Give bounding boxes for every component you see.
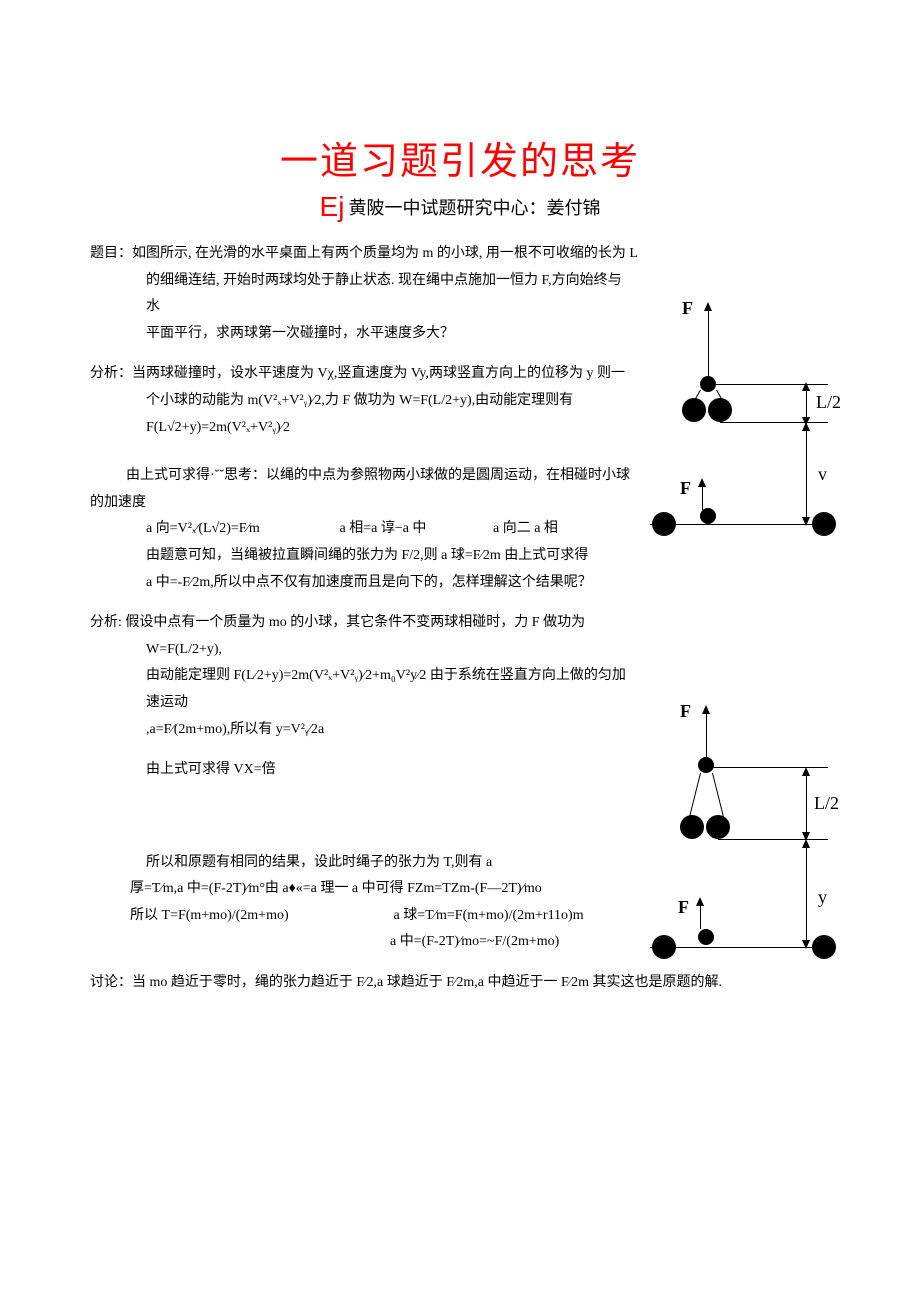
dim-line xyxy=(720,422,828,423)
arrow-up-icon xyxy=(706,711,707,759)
dim-line xyxy=(718,839,828,840)
title: 一道习题引发的思考 xyxy=(90,130,830,185)
label-L2: L/2 xyxy=(814,793,839,814)
arrow-down-icon xyxy=(806,404,807,420)
ball-icon xyxy=(698,757,714,773)
subtitle: 黄陂一中试题研究中心：姜付锦 xyxy=(348,198,600,218)
eq-a: 所以 T=F(m+mo)/(2m+mo) xyxy=(130,903,390,930)
ball-icon xyxy=(700,508,716,524)
ball-icon xyxy=(706,815,730,839)
label-F-top: F xyxy=(682,298,693,319)
eq-b: a 相=a 谆−a 中 xyxy=(340,516,490,543)
ball-icon xyxy=(708,398,732,422)
body-text: 由题意可知，当绳被拉直瞬间绳的张力为 F/2,则 a 球=F⁄2m 由上式可求得 xyxy=(146,543,830,570)
body-text: a 中=-F⁄2m,所以中点不仅有加速度而且是向下的，怎样理解这个结果呢？ xyxy=(146,570,830,597)
label-y: y xyxy=(818,887,827,908)
dim-line xyxy=(708,384,828,385)
label-v: v xyxy=(818,464,827,485)
arrow-up-icon xyxy=(708,308,709,382)
arrow-up-icon xyxy=(806,388,807,404)
ball-icon xyxy=(812,512,836,536)
body-text: 由动能定理则 F(L⁄2+y)=2m(V²ₓ+V²ᵧ)⁄2+m₀V²y⁄2 由于… xyxy=(146,663,830,716)
subtitle-row: Ej 黄陂一中试题研究中心：姜付锦 xyxy=(90,191,830,223)
eq-b: a 球=T⁄m=F(m+mo)/(2m+r11o)m xyxy=(394,903,584,930)
content-column: F L/2 v F xyxy=(90,241,830,997)
ball-icon xyxy=(682,398,706,422)
problem-heading: 题目：如图所示, 在光滑的水平桌面上有两个质量均为 m 的小球, 用一根不可收缩… xyxy=(90,241,830,268)
eq-c: a 向二 a 相 xyxy=(493,516,558,543)
label-F-bottom: F xyxy=(678,897,689,918)
label-L2: L/2 xyxy=(816,392,841,413)
ball-icon xyxy=(812,935,836,959)
arrow-up-icon xyxy=(702,484,703,510)
eq-a: a 向=V²ₓ⁄(L√2)=F⁄m xyxy=(146,516,336,543)
arrow-up-icon xyxy=(806,845,807,895)
diagram-2: F L/2 y F xyxy=(650,711,840,963)
ball-icon xyxy=(652,935,676,959)
arrow-down-icon xyxy=(806,895,807,943)
label-F-bottom: F xyxy=(680,478,691,499)
arrow-down-icon xyxy=(806,805,807,835)
arrow-up-icon xyxy=(806,773,807,805)
arrow-up-icon xyxy=(806,428,807,474)
label-F-top: F xyxy=(680,701,691,722)
ej-mark: Ej xyxy=(320,191,345,222)
discussion: 讨论：当 mo 趋近于零时，绳的张力趋近于 F⁄2,a 球趋近于 F⁄2m,a … xyxy=(90,970,830,997)
analysis-2: 分析: 假设中点有一个质量为 mo 的小球，其它条件不变两球相碰时，力 F 做功… xyxy=(90,610,830,663)
ball-icon xyxy=(680,815,704,839)
ball-icon xyxy=(698,929,714,945)
ball-icon xyxy=(652,512,676,536)
page: 一道习题引发的思考 Ej 黄陂一中试题研究中心：姜付锦 F xyxy=(0,0,920,1057)
diagram-1: F L/2 v F xyxy=(650,306,840,536)
arrow-down-icon xyxy=(806,474,807,520)
arrow-up-icon xyxy=(700,903,701,929)
